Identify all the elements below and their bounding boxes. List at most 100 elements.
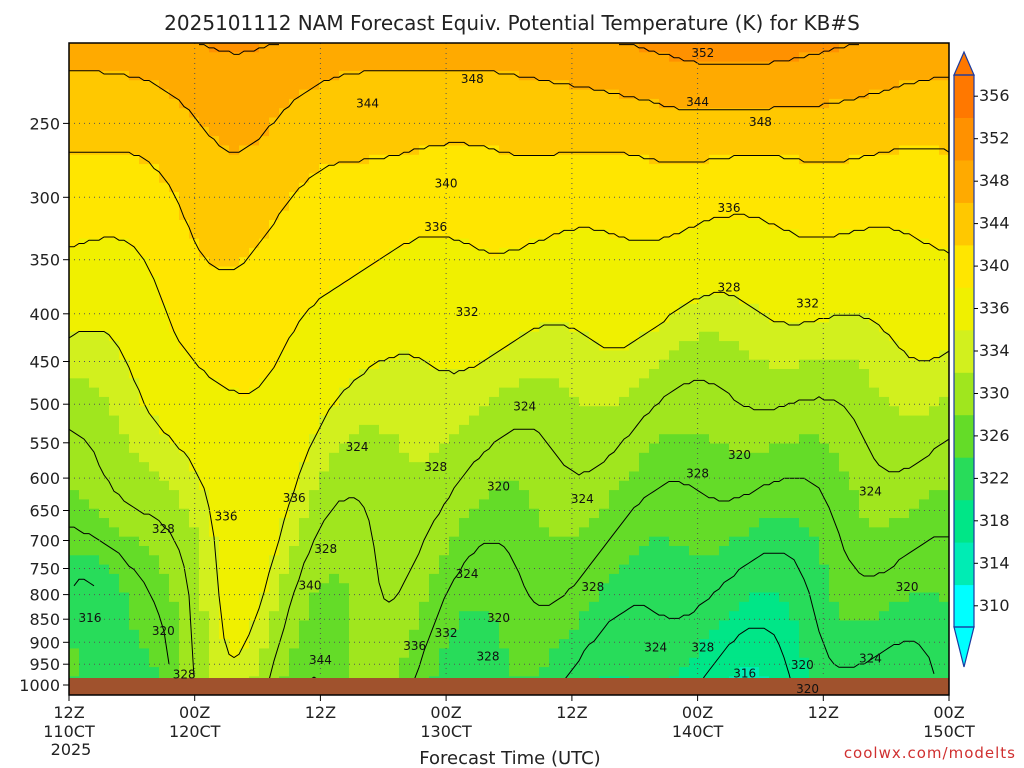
contour-label: 320 (896, 580, 919, 594)
colorbar-label: 340 (979, 256, 1010, 275)
x-tick-label-date: 120CT (169, 722, 221, 741)
colorbar-swatch (954, 117, 974, 161)
colorbar-label: 336 (979, 299, 1010, 318)
y-tick-label: 350 (29, 251, 60, 270)
x-tick-label-year: 2025 (51, 740, 92, 759)
x-tick-label-date: 130CT (420, 722, 472, 741)
x-tick-label-time: 12Z (556, 703, 587, 722)
contour-label: 328 (152, 522, 175, 536)
y-axis: 250 300 350 400 450 500 550 600 650 700 750 800 850 9… (19, 114, 69, 695)
colorbar-swatch (954, 159, 974, 203)
x-tick-label-date: 150CT (923, 722, 975, 741)
colorbar-swatch (954, 499, 974, 543)
contour-line (69, 70, 949, 153)
credit-text: coolwx.com/modelts (844, 744, 1016, 762)
colorbar-label: 318 (979, 511, 1010, 530)
contour-label: 352 (691, 46, 714, 60)
contour-label: 320 (796, 682, 819, 696)
contour-label: 348 (461, 72, 484, 86)
contour-label: 344 (356, 97, 379, 111)
contour-label: 324 (859, 652, 882, 666)
contour-label: 324 (346, 440, 369, 454)
colorbar-label: 356 (979, 86, 1010, 105)
colorbar-label: 334 (979, 341, 1010, 360)
plot-area: 352 348 344 344 348 340 336 336 328 332 332 324 324 3… (69, 43, 949, 696)
y-tick-label: 800 (29, 586, 60, 605)
contour-label: 316 (79, 611, 102, 625)
colorbar-swatch (954, 75, 974, 118)
colorbar-label: 310 (979, 596, 1010, 615)
colorbar-label: 344 (979, 214, 1010, 233)
y-tick-label: 600 (29, 469, 60, 488)
colorbar-label: 330 (979, 384, 1010, 403)
colorbar-label: 314 (979, 553, 1010, 572)
contour-label: 344 (309, 653, 332, 667)
colorbar: 310 314 318 322 326 330 334 336 340 344 348 352 356 (953, 50, 1010, 668)
contour-label: 332 (435, 626, 458, 640)
contour-label: 316 (733, 667, 756, 681)
colorbar-label: 326 (979, 426, 1010, 445)
contour-line (69, 379, 949, 681)
plot-frame (68, 42, 950, 696)
y-tick-label: 1000 (19, 676, 60, 695)
x-tick-label-time: 00Z (933, 703, 964, 722)
contour-label: 328 (691, 641, 714, 655)
contour-label: 328 (581, 580, 604, 594)
contour-label: 336 (424, 220, 447, 234)
contour-label: 328 (477, 650, 500, 664)
contour-label: 320 (487, 480, 510, 494)
y-tick-label: 300 (29, 188, 60, 207)
x-axis-label: Forecast Time (UTC) (419, 748, 600, 768)
y-tick-label: 750 (29, 560, 60, 579)
contour-label: 324 (456, 567, 479, 581)
y-tick-label: 950 (29, 655, 60, 674)
colorbar-swatch (954, 542, 974, 586)
colorbar-swatch (954, 202, 974, 246)
colorbar-bottom-arrow (953, 626, 975, 668)
contour-label: 336 (403, 639, 426, 653)
colorbar-swatch (954, 329, 974, 373)
contour-label: 332 (796, 297, 819, 311)
contour-label: 328 (314, 542, 337, 556)
colorbar-label: 322 (979, 468, 1010, 487)
contour-label: 320 (152, 624, 175, 638)
colorbar-label: 348 (979, 171, 1010, 190)
x-tick-label-time: 00Z (682, 703, 713, 722)
contour-line (69, 291, 949, 659)
contour-line (199, 44, 859, 65)
y-tick-label: 250 (29, 114, 60, 133)
colorbar-swatch (954, 244, 974, 288)
contour-label: 324 (859, 484, 882, 498)
y-tick-label: 500 (29, 395, 60, 414)
contour-label: 320 (728, 448, 751, 462)
contour-line (69, 141, 949, 271)
contour-label: 340 (299, 578, 322, 592)
contour-label: 324 (571, 492, 594, 506)
x-tick-label-time: 12Z (305, 703, 336, 722)
ground-terrain (69, 678, 949, 695)
colorbar-swatch (954, 372, 974, 416)
contour-line (69, 213, 949, 394)
contour-label: 344 (686, 95, 709, 109)
contour-label: 336 (718, 201, 741, 215)
contour-label: 324 (513, 400, 536, 414)
contour-line (693, 627, 795, 694)
y-tick-label: 450 (29, 353, 60, 372)
colorbar-label: 352 (979, 129, 1010, 148)
y-tick-label: 650 (29, 502, 60, 521)
y-tick-label: 400 (29, 305, 60, 324)
contour-label: 320 (487, 611, 510, 625)
x-tick-label-time: 00Z (179, 703, 210, 722)
colorbar-swatch (954, 584, 974, 628)
contour-label: 328 (173, 668, 196, 682)
contour-label: 336 (215, 510, 238, 524)
colorbar-swatch (954, 457, 974, 501)
y-tick-label: 900 (29, 633, 60, 652)
contour-labels: 352 348 344 344 348 340 336 336 328 332 332 324 324 3… (79, 46, 919, 696)
contour-label: 332 (456, 305, 479, 319)
contour-label: 328 (686, 466, 709, 480)
y-tick-label: 700 (29, 532, 60, 551)
x-tick-label-time: 00Z (430, 703, 461, 722)
